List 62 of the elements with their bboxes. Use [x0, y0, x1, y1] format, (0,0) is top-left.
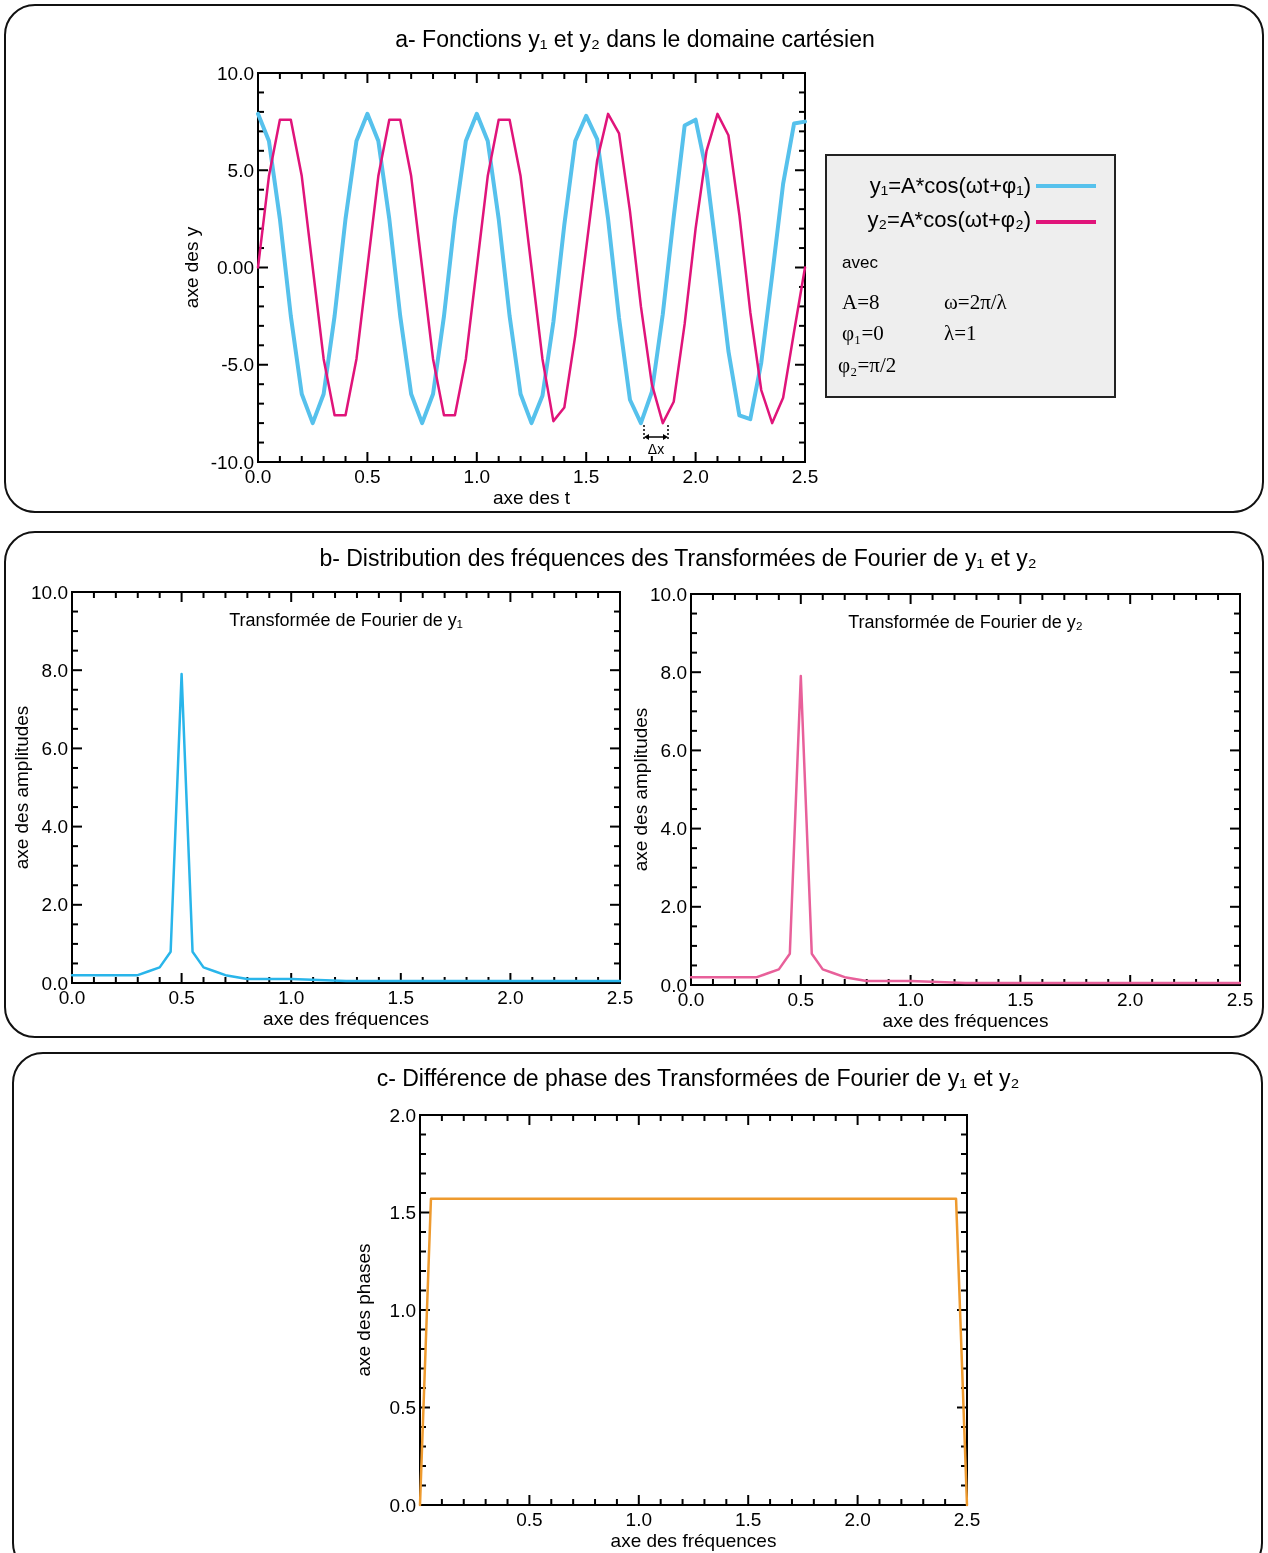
y-axis-title: axe des y: [181, 226, 202, 309]
x-axis-title: axe des fréquences: [882, 1010, 1049, 1031]
text: φ₂=π/2: [838, 353, 897, 377]
x-tick-label: 2.0: [497, 987, 524, 1008]
text: b- Distribution des fréquences des Transformées de Fourier de y₁ et y₂: [319, 545, 1037, 571]
line-series: [70, 672, 622, 983]
chart-title: c- Différence de phase des Transformées de Fourier de y₁ et y₂: [376, 1065, 1020, 1091]
text: Transformée de Fourier de y₁: [229, 610, 463, 630]
x-tick-label: 0.5: [354, 466, 381, 487]
text: A=8: [842, 290, 880, 314]
x-axis-title: axe des fréquences: [263, 1008, 429, 1029]
y-tick-label: 2.0: [41, 894, 68, 916]
y-tick-label: 6.0: [660, 739, 687, 761]
x-tick-label: 0.5: [168, 987, 195, 1008]
x-tick-label: 0.5: [516, 1509, 543, 1530]
x-tick-label: 2.0: [1116, 989, 1144, 1010]
text: avec: [842, 253, 879, 272]
x-axis-title: axe des fréquences: [610, 1530, 777, 1551]
x-tick-label: 2.0: [844, 1509, 871, 1530]
text: φ₁=0: [842, 321, 884, 345]
y-tick-label: 10.0: [650, 583, 687, 605]
x-tick-label: 1.0: [897, 989, 924, 1010]
y-tick-label: 0.0: [389, 1494, 416, 1516]
y-tick-label: 10.0: [31, 581, 68, 603]
legend-label: y₁=A*cos(ωt+φ₁): [869, 173, 1031, 198]
chart-title: a- Fonctions y₁ et y₂ dans le domaine cartésien: [395, 26, 875, 52]
y-tick-label: -5.0: [221, 354, 254, 376]
y-tick-label: 5.0: [227, 159, 254, 181]
y-tick-label: 1.0: [389, 1299, 416, 1321]
annotation: Δx: [647, 441, 665, 457]
x-tick-label: 2.0: [682, 466, 709, 487]
x-tick-label: 1.0: [277, 987, 305, 1008]
x-tick-label: 2.5: [606, 987, 634, 1008]
x-axis-title: axe des t: [492, 487, 571, 508]
x-tick-label: 1.5: [572, 466, 600, 487]
y-axis-title: axe des amplitudes: [11, 705, 32, 870]
y-tick-label: 1.5: [389, 1202, 416, 1223]
text: λ=1: [944, 321, 977, 345]
y-tick-label: 8.0: [660, 661, 687, 683]
x-tick-label: 0.5: [787, 989, 815, 1010]
y-tick-label: 6.0: [41, 737, 68, 759]
x-tick-label: 1.5: [1007, 989, 1034, 1010]
y-axis-title: axe des phases: [353, 1243, 374, 1377]
y-tick-label: 10.0: [217, 62, 254, 84]
y-axis-title: axe des amplitudes: [630, 707, 651, 872]
legend-label: y₂=A*cos(ωt+φ₂): [867, 207, 1031, 232]
y-tick-label: 4.0: [660, 818, 687, 840]
x-tick-label: 2.5: [791, 466, 819, 487]
x-tick-label: 1.0: [463, 466, 491, 487]
line-series: [689, 674, 1242, 985]
y-tick-label: 0.00: [217, 257, 254, 278]
y-tick-label: 4.0: [41, 816, 68, 838]
x-tick-label: 1.5: [734, 1509, 762, 1530]
x-tick-label: 2.5: [1226, 989, 1254, 1010]
x-tick-label: 2.5: [953, 1509, 981, 1530]
y-tick-label: 2.0: [389, 1104, 416, 1126]
text: ω=2π/λ: [944, 290, 1008, 314]
text: Transformée de Fourier de y₂: [848, 612, 1083, 632]
y-tick-label: 8.0: [41, 659, 68, 681]
x-tick-label: 1.0: [625, 1509, 653, 1530]
y-tick-label: 0.5: [389, 1397, 416, 1418]
y-tick-label: 2.0: [660, 896, 687, 918]
